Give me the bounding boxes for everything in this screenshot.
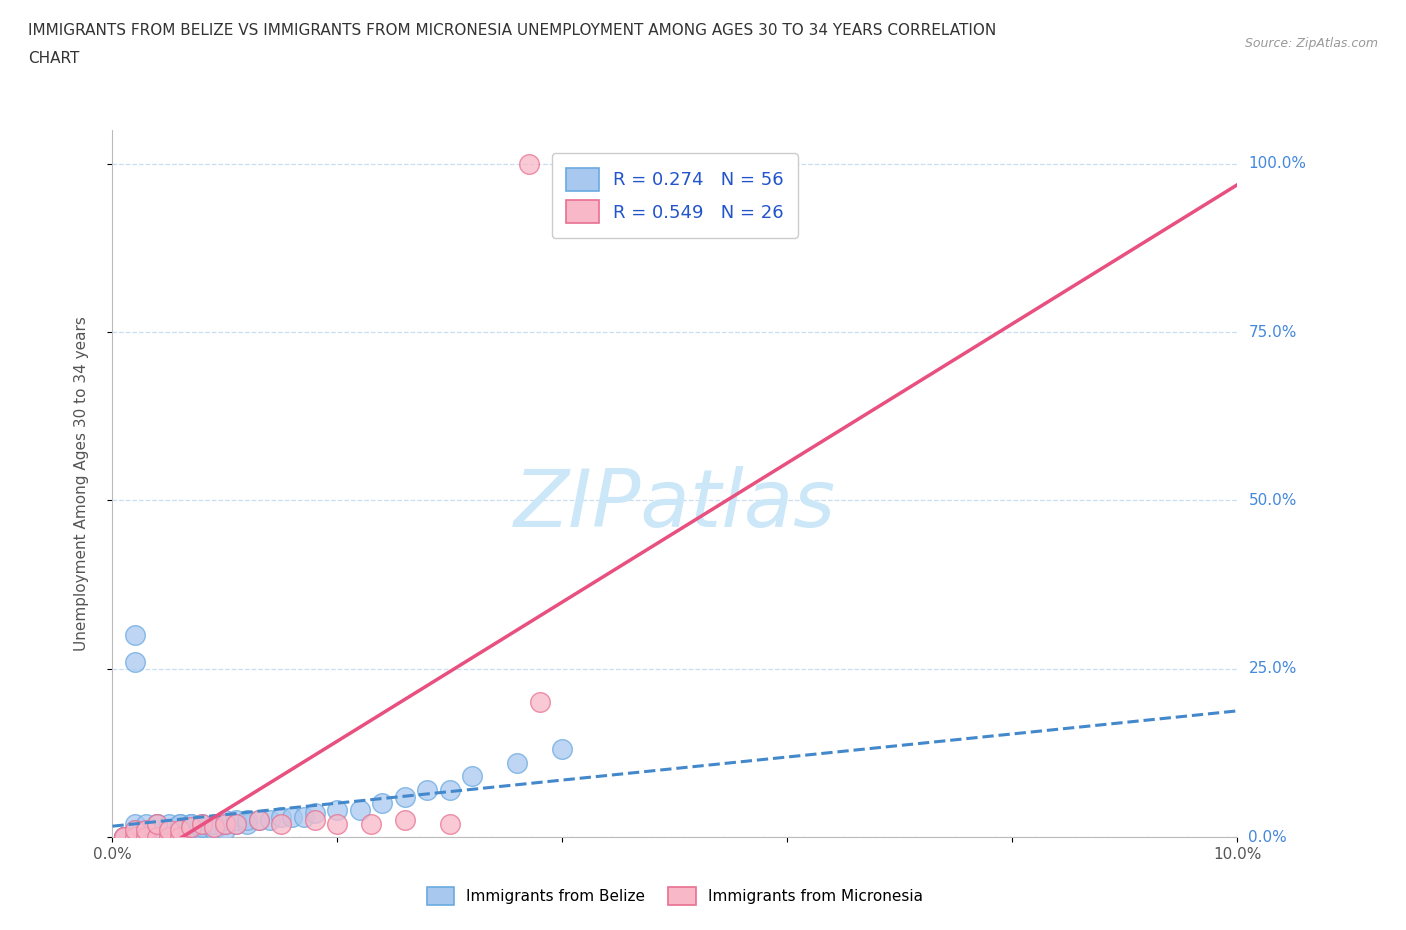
Point [124,830,146,844]
Text: 0.0%: 0.0% [1249,830,1286,844]
Point [146,817,169,831]
Point [146,830,169,844]
Point [439,817,461,831]
Point [191,819,214,834]
Legend: Immigrants from Belize, Immigrants from Micronesia: Immigrants from Belize, Immigrants from … [419,879,931,913]
Point [157,830,180,844]
Point [461,769,484,784]
Point [214,813,236,828]
Point [394,813,416,828]
Point [112,830,135,844]
Point [439,782,461,797]
Point [360,817,382,831]
Point [112,830,135,844]
Point [202,819,225,834]
Point [157,823,180,838]
Point [169,817,191,831]
Point [225,817,247,831]
Point [124,628,146,643]
Point [191,823,214,838]
Point [135,823,157,838]
Point [247,813,270,828]
Point [394,790,416,804]
Point [135,830,157,844]
Point [146,823,169,838]
Point [169,823,191,838]
Point [292,809,315,824]
Text: 100.0%: 100.0% [1249,156,1306,171]
Point [180,817,202,831]
Point [202,817,225,831]
Point [180,823,202,838]
Point [214,817,236,831]
Point [416,782,439,797]
Point [169,823,191,838]
Point [169,830,191,844]
Point [304,806,326,821]
Point [236,813,259,828]
Point [124,823,146,838]
Point [326,803,349,817]
Point [124,823,146,838]
Point [180,819,202,834]
Point [157,817,180,831]
Point [517,156,540,171]
Text: ZIPatlas: ZIPatlas [513,466,837,544]
Point [169,817,191,831]
Point [202,823,225,838]
Point [191,817,214,831]
Point [112,830,135,844]
Point [529,695,551,710]
Point [225,813,247,828]
Point [135,823,157,838]
Point [146,817,169,831]
Y-axis label: Unemployment Among Ages 30 to 34 years: Unemployment Among Ages 30 to 34 years [75,316,89,651]
Point [135,823,157,838]
Point [124,830,146,844]
Point [270,817,292,831]
Point [270,809,292,824]
Point [214,823,236,838]
Point [281,809,304,824]
Point [214,817,236,831]
Point [506,755,529,770]
Point [124,823,146,838]
Point [146,817,169,831]
Point [551,742,574,757]
Text: 50.0%: 50.0% [1249,493,1296,508]
Point [112,830,135,844]
Point [112,830,135,844]
Text: 75.0%: 75.0% [1249,325,1296,339]
Point [169,823,191,838]
Point [157,823,180,838]
Point [191,817,214,831]
Point [225,817,247,831]
Text: CHART: CHART [28,51,80,66]
Point [236,817,259,831]
Text: Source: ZipAtlas.com: Source: ZipAtlas.com [1244,37,1378,50]
Text: IMMIGRANTS FROM BELIZE VS IMMIGRANTS FROM MICRONESIA UNEMPLOYMENT AMONG AGES 30 : IMMIGRANTS FROM BELIZE VS IMMIGRANTS FRO… [28,23,997,38]
Point [146,830,169,844]
Point [304,813,326,828]
Point [349,803,371,817]
Point [135,817,157,831]
Point [247,813,270,828]
Point [180,817,202,831]
Legend: R = 0.274   N = 56, R = 0.549   N = 26: R = 0.274 N = 56, R = 0.549 N = 26 [551,153,799,238]
Point [371,796,394,811]
Point [326,817,349,831]
Point [259,813,281,828]
Point [124,830,146,844]
Point [124,655,146,670]
Text: 25.0%: 25.0% [1249,661,1296,676]
Point [135,830,157,844]
Point [124,817,146,831]
Point [157,830,180,844]
Point [112,830,135,844]
